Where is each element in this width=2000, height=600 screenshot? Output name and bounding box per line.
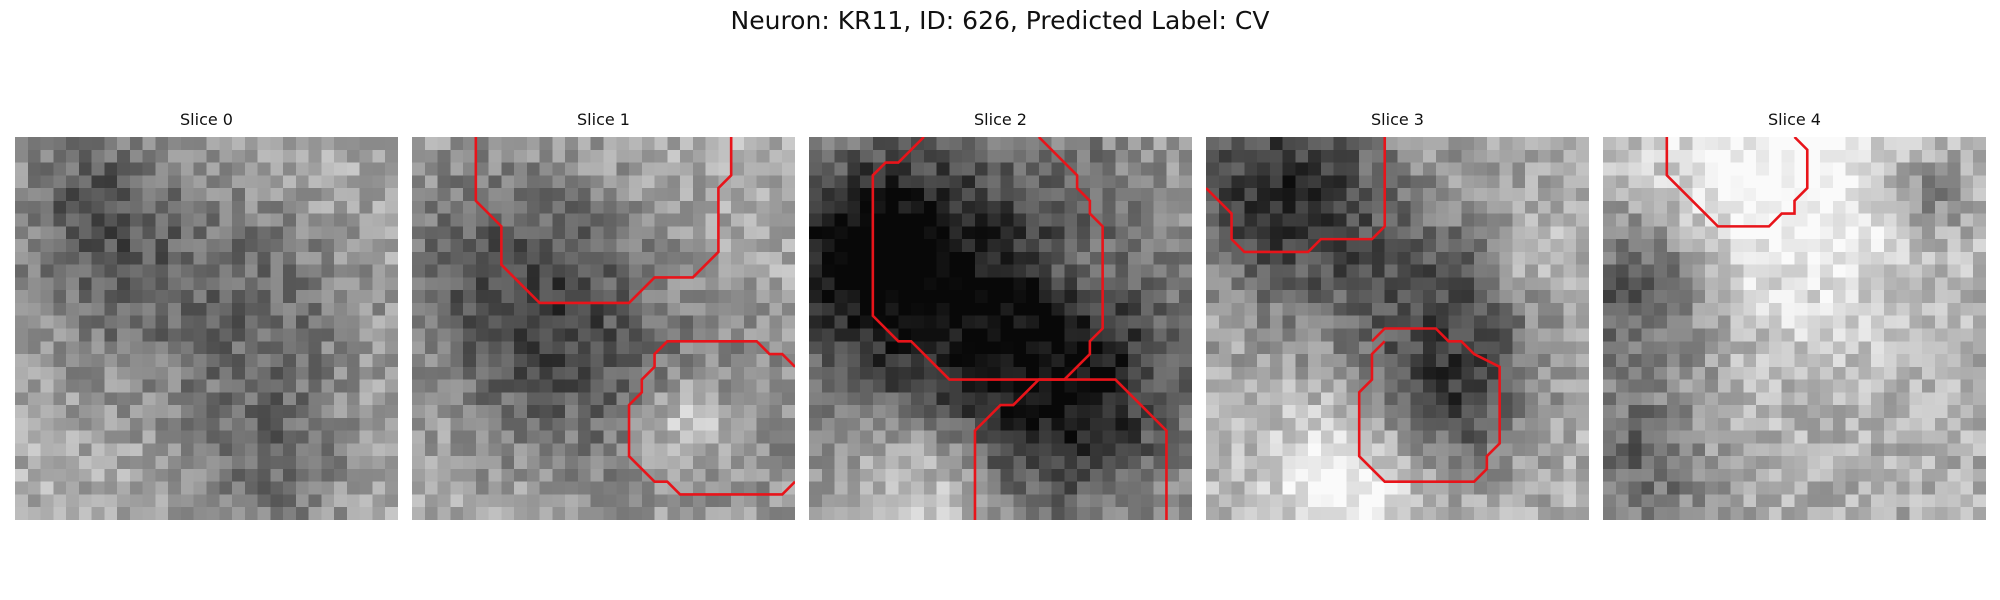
contour-overlay xyxy=(15,137,398,520)
roi-contour-0 xyxy=(873,137,1103,380)
slice-image xyxy=(1206,137,1589,520)
slice-panel-0: Slice 0 xyxy=(15,108,398,520)
slice-image xyxy=(1603,137,1986,520)
slice-panel-4: Slice 4 xyxy=(1603,108,1986,520)
roi-contour-0 xyxy=(1667,137,1807,226)
slice-panel-1: Slice 1 xyxy=(412,108,795,520)
slice-title: Slice 4 xyxy=(1768,110,1821,129)
slice-title: Slice 2 xyxy=(974,110,1027,129)
slice-title: Slice 0 xyxy=(180,110,233,129)
slice-panel-3: Slice 3 xyxy=(1206,108,1589,520)
roi-contour-0 xyxy=(476,137,731,303)
contour-overlay xyxy=(809,137,1192,520)
roi-contour-0 xyxy=(1206,137,1385,252)
slice-title: Slice 1 xyxy=(577,110,630,129)
slice-image xyxy=(15,137,398,520)
slice-title: Slice 3 xyxy=(1371,110,1424,129)
contour-overlay xyxy=(1603,137,1986,520)
roi-contour-1 xyxy=(1359,329,1499,482)
figure-title: Neuron: KR11, ID: 626, Predicted Label: … xyxy=(730,6,1270,35)
roi-contour-1 xyxy=(975,380,1167,520)
slice-panel-2: Slice 2 xyxy=(809,108,1192,520)
contour-overlay xyxy=(1206,137,1589,520)
roi-contour-1 xyxy=(629,341,795,494)
slice-image xyxy=(412,137,795,520)
slice-image xyxy=(809,137,1192,520)
grayscale-micrograph xyxy=(15,137,398,520)
contour-overlay xyxy=(412,137,795,520)
